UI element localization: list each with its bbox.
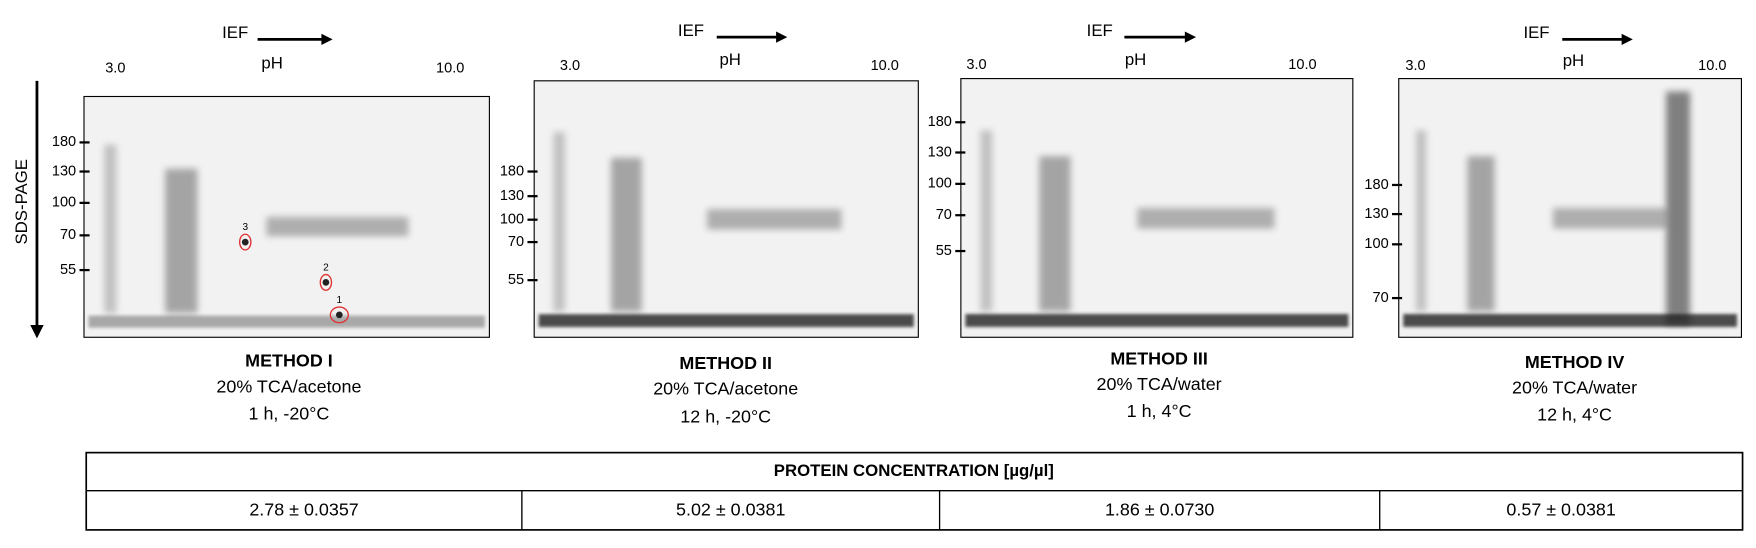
stain-streak xyxy=(1039,156,1071,312)
stain-streak xyxy=(707,209,842,230)
method-title: METHOD III xyxy=(1110,348,1208,368)
ief-arrow-head xyxy=(1184,31,1197,43)
gel-panel: IEF pH 3.0 10.0 180 130 100 70 55 1 2 3 METHOD I 20% … xyxy=(52,23,490,423)
gel xyxy=(960,78,1354,338)
mw-label: 180 xyxy=(928,114,952,130)
ph-label: pH xyxy=(719,50,740,69)
table-cell: 2.78 ± 0.0357 xyxy=(249,500,358,520)
mw-label: 100 xyxy=(500,212,524,228)
spot-dot xyxy=(335,311,343,319)
sds-arrow-head xyxy=(30,324,44,339)
ief-label: IEF xyxy=(1523,23,1549,42)
stain-streak xyxy=(165,168,198,314)
mw-label: 55 xyxy=(508,272,524,288)
table-cell: 0.57 ± 0.0381 xyxy=(1506,500,1615,520)
method-title: METHOD I xyxy=(245,351,333,371)
table-cell: 5.02 ± 0.0381 xyxy=(676,500,785,520)
gel-front xyxy=(1403,313,1737,327)
ph-low: 3.0 xyxy=(105,60,125,76)
stain-streak xyxy=(104,144,117,314)
mw-label: 100 xyxy=(52,195,76,211)
mw-label: 70 xyxy=(60,227,76,243)
mw-label: 55 xyxy=(60,262,76,278)
method-condition: 1 h, 4°C xyxy=(1127,401,1192,421)
ief-label: IEF xyxy=(222,23,248,42)
mw-label: 180 xyxy=(1364,177,1388,193)
mw-label: 70 xyxy=(936,207,952,223)
method-condition: 20% TCA/acetone xyxy=(216,376,361,396)
method-condition: 20% TCA/water xyxy=(1512,378,1637,398)
mw-label: 180 xyxy=(52,134,76,150)
spot-circle xyxy=(329,306,349,324)
mw-label: 130 xyxy=(52,163,76,179)
ph-low: 3.0 xyxy=(966,57,986,73)
gel-front xyxy=(965,313,1349,327)
ph-high: 10.0 xyxy=(1288,57,1316,73)
mw-label: 55 xyxy=(936,243,952,259)
ph-high: 10.0 xyxy=(436,60,464,76)
gel-front xyxy=(88,315,485,328)
mw-label: 130 xyxy=(500,188,524,204)
method-condition: 20% TCA/water xyxy=(1097,374,1222,394)
ief-arrow-head xyxy=(776,31,788,43)
ph-low: 3.0 xyxy=(1405,58,1425,74)
spot-label: 2 xyxy=(323,262,329,273)
sds-label: SDS-PAGE xyxy=(12,159,31,244)
mw-label: 70 xyxy=(1372,290,1388,306)
gel-stain xyxy=(980,130,1275,312)
mw-label: 100 xyxy=(928,176,952,192)
gel-panel: IEF pH 3.0 10.0 180 130 100 70 55 METHOD III 20% T… xyxy=(928,21,1354,421)
spot-circle xyxy=(238,233,252,251)
gel xyxy=(533,80,919,338)
ph-high: 10.0 xyxy=(871,58,899,74)
method-condition: 20% TCA/acetone xyxy=(653,379,798,399)
stain-streak xyxy=(1467,156,1495,312)
table-cell: 1.86 ± 0.0730 xyxy=(1105,500,1214,520)
spot-label: 1 xyxy=(337,295,343,306)
stain-streak xyxy=(1137,207,1275,229)
ph-high: 10.0 xyxy=(1698,58,1726,74)
spot-dot xyxy=(241,238,249,246)
table-header: PROTEIN CONCENTRATION [µg/µl] xyxy=(774,461,1054,480)
gel-stain xyxy=(553,132,842,312)
ph-low: 3.0 xyxy=(560,58,580,74)
mw-label: 100 xyxy=(1364,236,1388,252)
ph-label: pH xyxy=(1563,51,1584,70)
method-condition: 12 h, -20°C xyxy=(680,407,771,427)
ph-label: pH xyxy=(261,53,282,72)
stain-streak xyxy=(1666,91,1691,325)
method-condition: 1 h, -20°C xyxy=(249,403,330,423)
spot-circle xyxy=(319,273,333,291)
gel xyxy=(83,95,490,338)
stain-streak xyxy=(611,157,642,312)
mw-label: 70 xyxy=(508,234,524,250)
stain-streak xyxy=(266,216,409,237)
ph-label: pH xyxy=(1125,50,1146,69)
spot-label: 3 xyxy=(242,222,248,233)
gel-panel: IEF pH 3.0 10.0 180 130 100 70 55 METHOD II 20% TC… xyxy=(500,21,919,427)
stain-streak xyxy=(1552,207,1673,229)
stain-streak xyxy=(553,132,565,312)
spot-dot xyxy=(322,279,330,286)
ief-label: IEF xyxy=(1087,21,1113,40)
ief-arrow-head xyxy=(321,33,333,45)
gel-panel: IEF pH 3.0 10.0 180 130 100 70 METHOD IV 20% TCA/… xyxy=(1364,23,1743,424)
mw-label: 180 xyxy=(500,163,524,179)
method-title: METHOD IV xyxy=(1525,352,1625,372)
method-condition: 12 h, 4°C xyxy=(1537,404,1612,424)
gel-stain xyxy=(1415,91,1691,325)
method-title: METHOD II xyxy=(679,353,772,373)
stain-streak xyxy=(980,130,993,312)
mw-label: 130 xyxy=(928,144,952,160)
gel-stain xyxy=(104,144,409,314)
gel-front xyxy=(538,314,914,328)
ief-label: IEF xyxy=(678,21,704,40)
stain-streak xyxy=(1415,130,1427,312)
ief-arrow-head xyxy=(1621,33,1633,45)
mw-label: 130 xyxy=(1364,206,1388,222)
